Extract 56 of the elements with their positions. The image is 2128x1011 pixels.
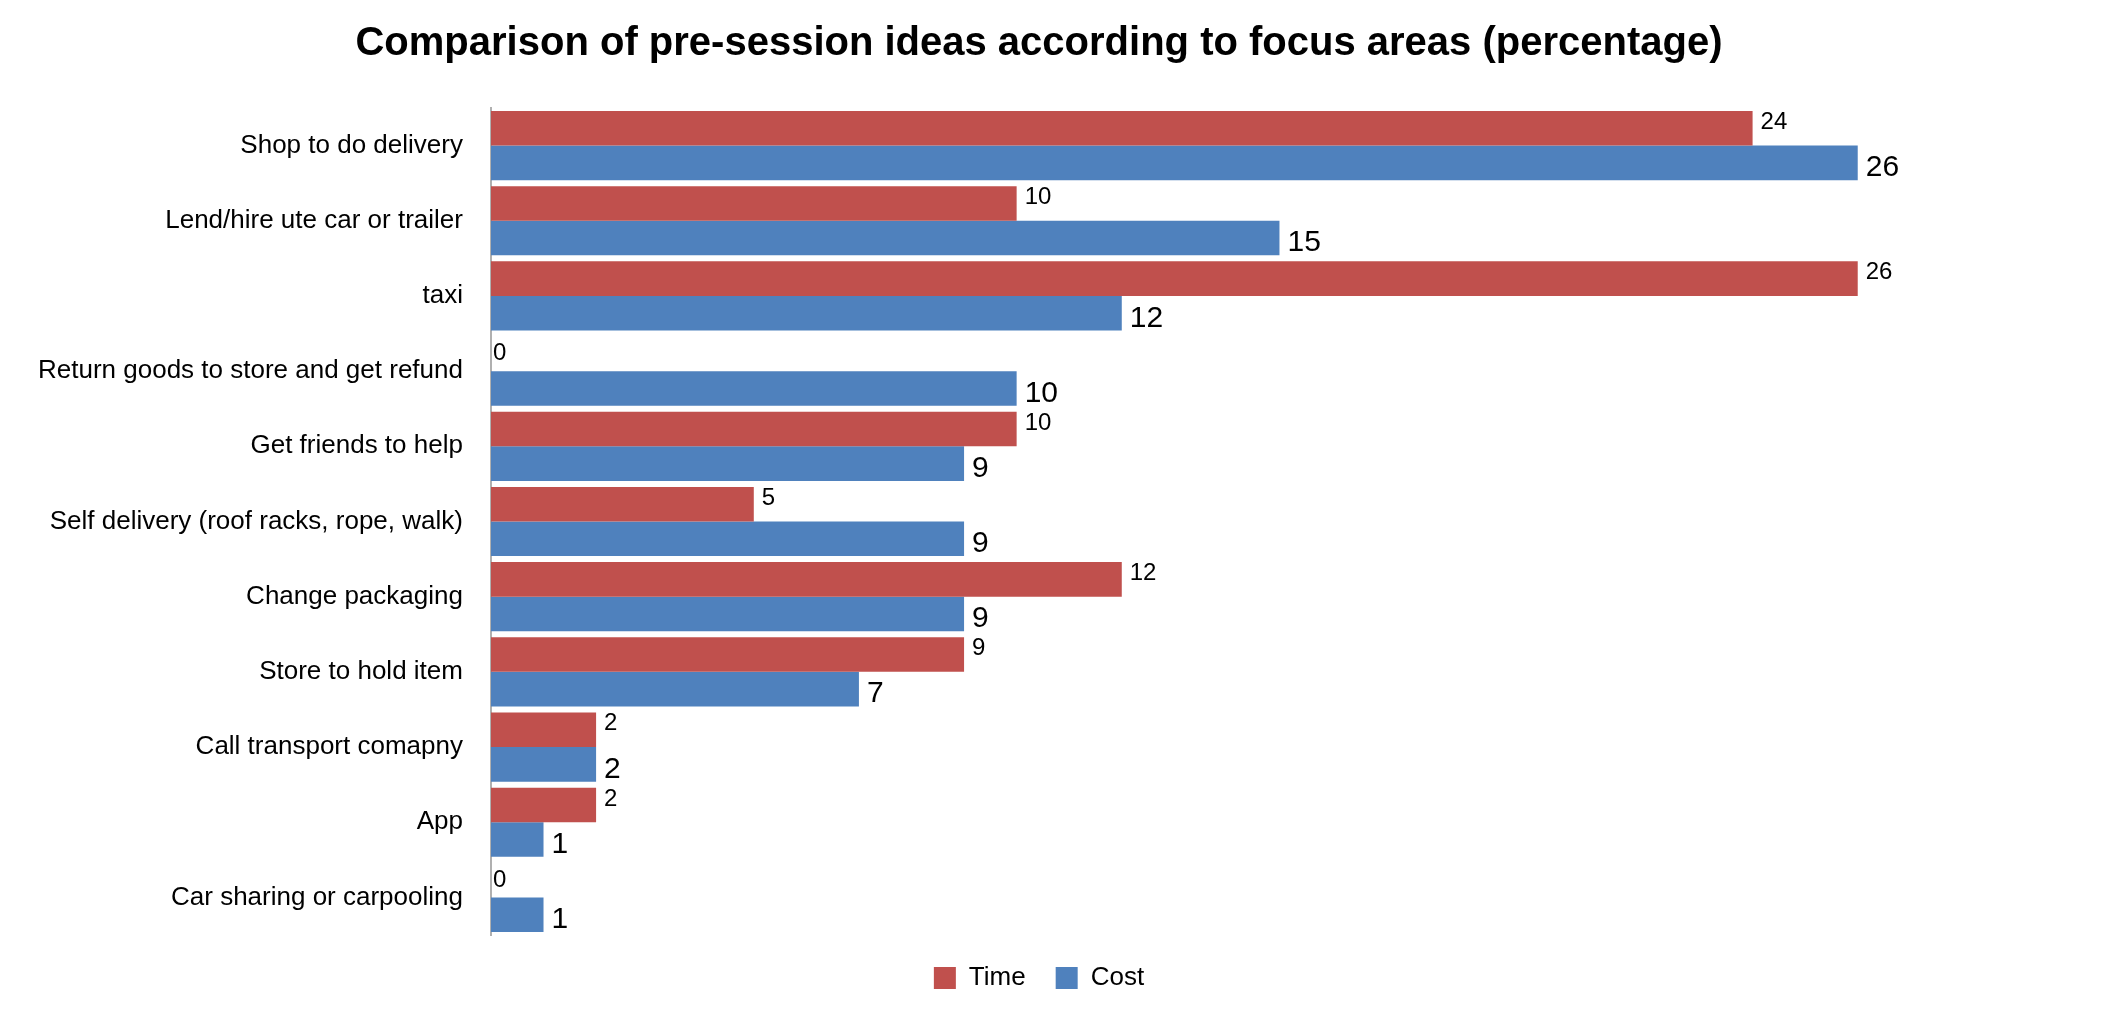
data-label: 2 [604, 783, 618, 811]
y-tick-label: Get friends to help [250, 429, 463, 460]
data-label: 7 [866, 675, 884, 709]
y-tick-label: Change packaging [246, 579, 463, 610]
data-label: 9 [972, 600, 989, 634]
bar [490, 521, 965, 557]
legend-label: Cost [1090, 961, 1145, 992]
legend-label: Time [968, 961, 1026, 992]
data-label: 26 [1865, 257, 1893, 285]
data-label: 5 [761, 482, 776, 510]
bar [490, 295, 1122, 331]
data-label: 1 [551, 825, 569, 859]
y-tick-label: Shop to do delivery [240, 128, 463, 159]
data-label: 2 [604, 708, 618, 736]
data-label: 12 [1129, 558, 1157, 586]
data-label: 0 [492, 338, 507, 366]
bar [490, 747, 597, 782]
bar [490, 111, 1753, 146]
data-label: 2 [604, 750, 621, 784]
data-label: 15 [1287, 224, 1321, 258]
bar [490, 220, 1280, 256]
y-tick-label: taxi [422, 279, 463, 310]
y-tick-label: Self delivery (roof racks, rope, walk) [49, 504, 463, 535]
bar [490, 371, 1017, 406]
bar [490, 787, 597, 823]
y-tick-label: Lend/hire ute car or trailer [165, 203, 464, 234]
bar [490, 596, 965, 632]
data-label: 9 [972, 449, 989, 483]
chart-title: Comparison of pre-session ideas according to focus areas (percentage) [355, 19, 1723, 64]
bar [490, 186, 1017, 221]
y-tick-label: Store to hold item [259, 655, 463, 686]
data-label: 0 [492, 864, 507, 892]
bar [490, 671, 859, 707]
y-tick-label: Call transport comapny [195, 730, 463, 761]
bar [490, 562, 1122, 597]
data-label: 26 [1865, 149, 1900, 183]
bar [490, 145, 1858, 181]
data-label: 10 [1024, 407, 1052, 435]
data-label: 12 [1129, 299, 1164, 333]
data-label: 10 [1024, 182, 1052, 210]
bar [490, 712, 597, 748]
data-label: 24 [1760, 106, 1788, 134]
bar [490, 637, 965, 672]
data-label: 1 [551, 900, 569, 934]
bar [490, 897, 544, 932]
data-label: 10 [1024, 374, 1059, 408]
bar [490, 486, 754, 522]
bar [490, 261, 1858, 296]
bar [490, 446, 965, 481]
y-tick-label: Return goods to store and get refund [38, 354, 463, 385]
y-tick-label: Car sharing or carpooling [171, 880, 463, 911]
bar [490, 411, 1017, 447]
data-label: 9 [972, 525, 989, 559]
bar [490, 822, 544, 857]
y-tick-label: App [416, 805, 463, 836]
data-label: 9 [972, 633, 986, 661]
